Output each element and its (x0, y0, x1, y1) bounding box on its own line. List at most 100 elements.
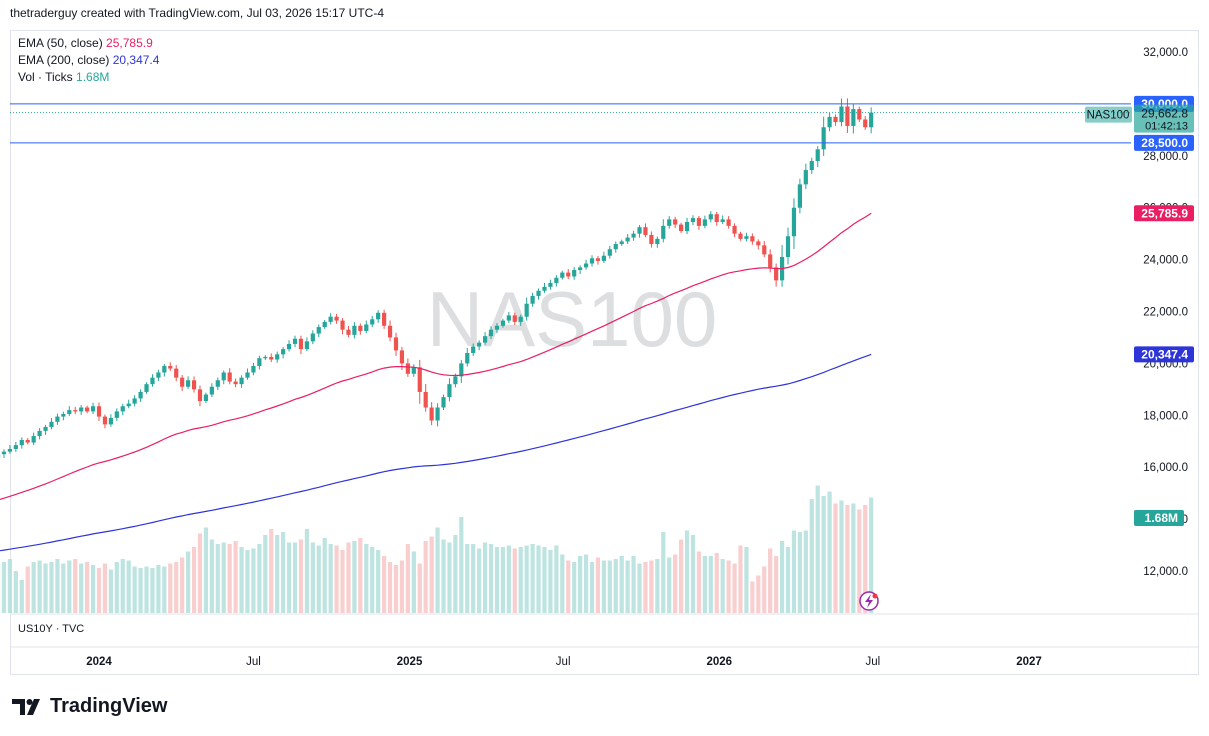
candle-body[interactable] (791, 207, 797, 237)
candle-body[interactable] (518, 316, 523, 322)
candle-body[interactable] (601, 255, 606, 261)
candle-body[interactable] (720, 219, 725, 222)
candle-body[interactable] (696, 218, 702, 226)
candle-body[interactable] (809, 160, 814, 171)
candle-body[interactable] (197, 389, 203, 402)
candle-body[interactable] (815, 149, 820, 161)
candle-body[interactable] (150, 377, 155, 385)
candle-body[interactable] (257, 358, 262, 366)
candle-body[interactable] (168, 365, 173, 369)
candle-body[interactable] (180, 377, 185, 387)
candle-body[interactable] (423, 391, 428, 408)
candle-body[interactable] (661, 225, 666, 239)
candle-body[interactable] (120, 406, 125, 412)
candle-body[interactable] (102, 416, 108, 425)
candle-body[interactable] (833, 116, 838, 123)
candle-body[interactable] (869, 112, 874, 128)
candle-body[interactable] (774, 267, 779, 281)
candle-body[interactable] (411, 367, 416, 374)
candle-body[interactable] (275, 354, 280, 360)
candle-body[interactable] (845, 106, 850, 126)
candle-body[interactable] (785, 236, 791, 258)
candle-body[interactable] (554, 277, 559, 283)
candle-body[interactable] (90, 406, 96, 412)
candle-body[interactable] (524, 303, 529, 317)
candle-body[interactable] (494, 325, 500, 330)
candle-body[interactable] (286, 343, 292, 350)
candle-body[interactable] (203, 394, 209, 402)
candle-body[interactable] (346, 329, 351, 335)
candle-body[interactable] (477, 342, 482, 347)
candle-body[interactable] (690, 218, 696, 222)
candle-body[interactable] (702, 219, 707, 226)
candle-body[interactable] (708, 214, 713, 220)
candle-body[interactable] (227, 372, 232, 382)
candle-body[interactable] (144, 384, 149, 392)
candle-body[interactable] (613, 244, 618, 250)
legend-ema200[interactable]: EMA (200, close) 20,347.4 (18, 52, 159, 69)
candle-body[interactable] (756, 241, 761, 246)
candle-body[interactable] (376, 312, 381, 320)
candle-body[interactable] (352, 325, 357, 335)
candle-body[interactable] (31, 436, 36, 443)
candle-body[interactable] (387, 325, 393, 338)
candle-body[interactable] (7, 449, 13, 452)
candle-body[interactable] (797, 184, 802, 208)
candle-body[interactable] (459, 363, 464, 377)
ema50-line[interactable] (0, 212, 872, 518)
candle-body[interactable] (589, 258, 595, 264)
candle-body[interactable] (607, 249, 612, 256)
candle-body[interactable] (215, 380, 220, 387)
candle-body[interactable] (96, 406, 102, 417)
candle-body[interactable] (239, 377, 244, 385)
candle-body[interactable] (744, 236, 749, 239)
candle-body[interactable] (637, 227, 642, 234)
candle-body[interactable] (328, 316, 333, 322)
candle-body[interactable] (536, 290, 541, 296)
candle-body[interactable] (399, 350, 405, 364)
candle-body[interactable] (750, 236, 755, 242)
candle-body[interactable] (762, 245, 767, 255)
candle-body[interactable] (61, 414, 66, 417)
candle-body[interactable] (364, 324, 369, 331)
candle-body[interactable] (138, 391, 143, 399)
candle-body[interactable] (304, 341, 309, 350)
candle-body[interactable] (340, 320, 345, 330)
candle-body[interactable] (726, 219, 731, 226)
candle-body[interactable] (85, 407, 90, 412)
candle-body[interactable] (49, 421, 54, 427)
candle-body[interactable] (79, 407, 84, 412)
candle-body[interactable] (43, 426, 48, 431)
candle-body[interactable] (465, 353, 470, 364)
candle-body[interactable] (714, 214, 719, 222)
candle-body[interactable] (281, 349, 286, 355)
candle-body[interactable] (435, 407, 440, 421)
candle-body[interactable] (13, 445, 18, 450)
candle-body[interactable] (655, 238, 660, 245)
candle-body[interactable] (530, 295, 535, 304)
candle-body[interactable] (55, 416, 60, 422)
candle-body[interactable] (500, 320, 506, 326)
candle-body[interactable] (245, 372, 250, 378)
price-axis[interactable]: 32,000.030,000.028,000.026,000.024,000.0… (1143, 47, 1188, 578)
candle-body[interactable] (447, 384, 452, 398)
candle-body[interactable] (851, 109, 856, 126)
lightning-icon[interactable] (859, 591, 879, 611)
candle-body[interactable] (19, 439, 24, 446)
candle-body[interactable] (417, 367, 422, 392)
candle-body[interactable] (382, 312, 387, 326)
candle-body[interactable] (191, 380, 197, 390)
candle-body[interactable] (560, 272, 565, 278)
candle-body[interactable] (174, 368, 179, 378)
candle-body[interactable] (114, 411, 119, 418)
candle-body[interactable] (310, 333, 315, 342)
candle-body[interactable] (732, 225, 737, 234)
candle-body[interactable] (863, 119, 868, 128)
candle-body[interactable] (108, 417, 113, 425)
candle-body[interactable] (292, 338, 298, 344)
candle-body[interactable] (572, 269, 577, 277)
ema200-line[interactable] (0, 353, 872, 561)
candle-body[interactable] (162, 365, 167, 373)
candle-body[interactable] (619, 241, 624, 245)
candle-body[interactable] (209, 386, 214, 395)
